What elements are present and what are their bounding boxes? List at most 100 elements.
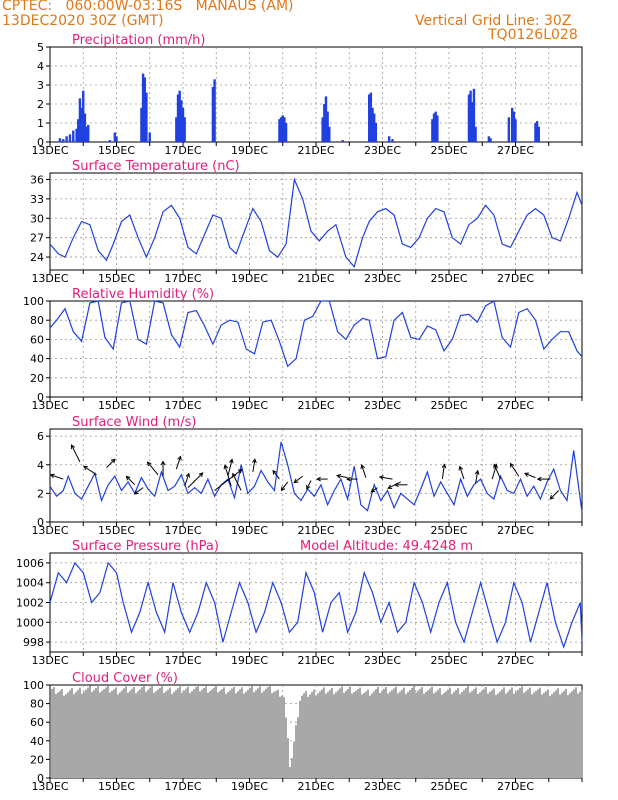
precip-bar	[368, 94, 371, 142]
cloud-bar	[169, 687, 171, 778]
cloud-bar	[75, 691, 77, 778]
header-location: CPTEC: 060:00W-03:16S MANAUS (AM)	[2, 0, 294, 14]
wind-wind-arrow	[175, 456, 182, 470]
cloud-xtick-label: 19DEC	[231, 780, 268, 793]
cloud-bar	[103, 689, 105, 778]
cloud-ytick-label: 60	[30, 716, 44, 729]
cloud-bar	[457, 687, 459, 778]
cloud-bar	[541, 694, 543, 778]
wind-wind-arrow-head	[146, 461, 152, 467]
precip-bar	[77, 119, 80, 142]
wind-wind-arrow	[126, 476, 136, 486]
cloud-bar	[573, 689, 575, 778]
cloud-bar	[65, 694, 67, 778]
rh-series-line	[49, 300, 583, 368]
cloud-bar	[517, 689, 519, 778]
cloud-bar	[325, 693, 327, 778]
rh-ytick-label: 100	[23, 295, 44, 308]
cloud-bar	[133, 686, 135, 778]
rh-xtick-label: 13DEC	[31, 399, 68, 412]
cloud-bar	[213, 687, 215, 778]
cloud-bar	[367, 689, 369, 778]
wind-wind-arrow-head	[160, 460, 166, 466]
pres-ytick-label: 1002	[16, 597, 44, 610]
precip-bar	[436, 115, 439, 142]
cloud-bar	[225, 693, 227, 778]
precip-bar	[213, 79, 216, 142]
cloud-ytick-label: 40	[30, 735, 44, 748]
cloud-bar	[387, 693, 389, 778]
cloud-bar	[377, 686, 379, 778]
wind-xtick-label: 21DEC	[297, 524, 334, 537]
cloud-bar	[95, 688, 97, 778]
wind-wind-arrow-head	[83, 465, 88, 471]
precip-bar	[175, 117, 178, 142]
cloud-bar	[145, 691, 147, 778]
cloud-bar	[537, 689, 539, 778]
cloud-bar	[279, 696, 281, 778]
rh-ytick-label: 0	[37, 391, 44, 404]
temp-title: Surface Temperature (nC)	[72, 159, 240, 174]
cloud-bar	[379, 693, 381, 778]
cloud-bar	[97, 686, 99, 778]
cloud-ytick-label: 20	[30, 753, 44, 766]
cloud-bar	[345, 690, 347, 778]
cloud-bar	[349, 686, 351, 778]
pres-annotation: Model Altitude: 49.4248 m	[300, 539, 473, 554]
cloud-bar	[441, 694, 443, 778]
precip-bar	[432, 113, 436, 142]
cloud-bar	[249, 687, 251, 778]
cloud-bar	[211, 689, 213, 778]
cloud-bar	[399, 691, 401, 778]
cloud-bar	[523, 692, 525, 778]
precip-xtick-label: 13DEC	[31, 144, 68, 157]
cloud-bar	[529, 687, 531, 778]
cloud-bar	[81, 693, 83, 778]
cloud-bar	[139, 689, 141, 778]
wind-ytick-label: 6	[37, 430, 44, 443]
wind-wind-arrow-head	[229, 458, 234, 464]
precip-title: Precipitation (mm/h)	[72, 33, 205, 48]
cloud-bar	[413, 686, 415, 778]
temp-ytick-label: 33	[30, 193, 44, 206]
wind-wind-arrow	[306, 480, 312, 490]
wind-wind-arrow	[293, 475, 304, 483]
cloud-bar	[307, 696, 309, 778]
precip-bar	[535, 121, 539, 142]
pres-xtick-label: 25DEC	[430, 654, 467, 667]
cloud-xtick-label: 23DEC	[364, 780, 401, 793]
precip-bar	[78, 98, 82, 142]
cloud-bar	[281, 695, 283, 778]
precip-bar	[62, 139, 65, 142]
wind-wind-arrow	[232, 473, 242, 491]
precip-bar	[82, 90, 85, 142]
cloud-bar	[267, 687, 269, 778]
temp-frame	[49, 172, 583, 271]
precip-xtick-label: 17DEC	[164, 144, 201, 157]
cloud-xtick-label: 13DEC	[31, 780, 68, 793]
precip-bar	[141, 73, 145, 142]
cloud-bar	[93, 690, 95, 778]
cloud-bar	[277, 689, 279, 778]
precip-bar	[143, 77, 146, 142]
cloud-bar	[411, 688, 413, 778]
cloud-bar	[425, 692, 427, 778]
cloud-bar	[105, 687, 107, 778]
precip-bar	[387, 136, 391, 142]
wind-wind-arrow-head	[336, 473, 342, 479]
cloud-bar	[553, 692, 555, 778]
cloud-bar	[71, 687, 73, 778]
wind-wind-arrow-head	[316, 476, 321, 482]
cloud-bar	[501, 689, 503, 778]
cloud-bar	[111, 690, 113, 778]
cloud-bar	[131, 688, 133, 778]
cloud-bar	[467, 686, 469, 778]
rh-xtick-label: 21DEC	[297, 399, 334, 412]
pres-ytick-label: 1000	[16, 616, 44, 629]
cloud-bar	[175, 690, 177, 778]
precip-bar	[279, 117, 283, 142]
cloud-bar	[57, 692, 59, 778]
cloud-bar	[577, 693, 579, 778]
wind-wind-arrow	[441, 464, 445, 480]
cloud-bar	[435, 691, 437, 778]
